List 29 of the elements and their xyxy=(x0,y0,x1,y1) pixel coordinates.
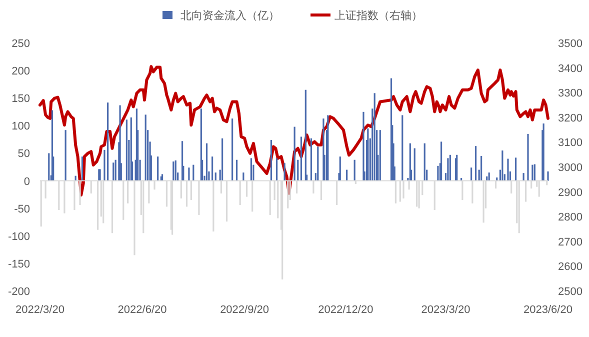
y-tick-label: 150 xyxy=(12,93,30,106)
x-tick-label: 2023/6/20 xyxy=(524,304,572,316)
y-tick-label: 0 xyxy=(24,176,30,188)
x-tick-label: 2022/6/20 xyxy=(118,304,167,316)
x-tick-label: 2022/12/20 xyxy=(318,304,374,316)
y-tick-label: 200 xyxy=(12,66,30,78)
y2-tick-label: 3200 xyxy=(558,112,582,124)
y2-tick-label: 3300 xyxy=(558,88,582,100)
y2-tick-label: 2800 xyxy=(558,212,582,224)
x-tick-label: 2022/9/20 xyxy=(220,304,270,316)
y-tick-label: -50 xyxy=(14,203,30,216)
y2-tick-label: 2900 xyxy=(558,186,582,199)
y-tick-label: -200 xyxy=(8,286,30,298)
x-tick-label: 2023/3/20 xyxy=(421,304,470,316)
y-tick-label: 50 xyxy=(18,148,30,160)
y-tick-label: -100 xyxy=(8,230,30,243)
y2-tick-label: 2500 xyxy=(558,286,582,298)
y-tick-label: 100 xyxy=(12,120,30,133)
y2-tick-label: 3100 xyxy=(558,137,582,150)
legend-label: 北向资金流入（亿） xyxy=(180,9,280,22)
y2-tick-label: 3500 xyxy=(558,38,582,50)
y2-tick-label: 2600 xyxy=(558,261,582,274)
y2-tick-label: 3000 xyxy=(558,162,582,174)
y-tick-label: -150 xyxy=(8,258,30,270)
y-tick-label: 250 xyxy=(12,38,30,50)
legend-label: 上证指数（右轴） xyxy=(334,9,422,22)
x-tick-label: 2022/3/20 xyxy=(16,304,64,316)
y2-tick-label: 3400 xyxy=(558,62,582,75)
y2-tick-label: 2700 xyxy=(558,236,582,248)
